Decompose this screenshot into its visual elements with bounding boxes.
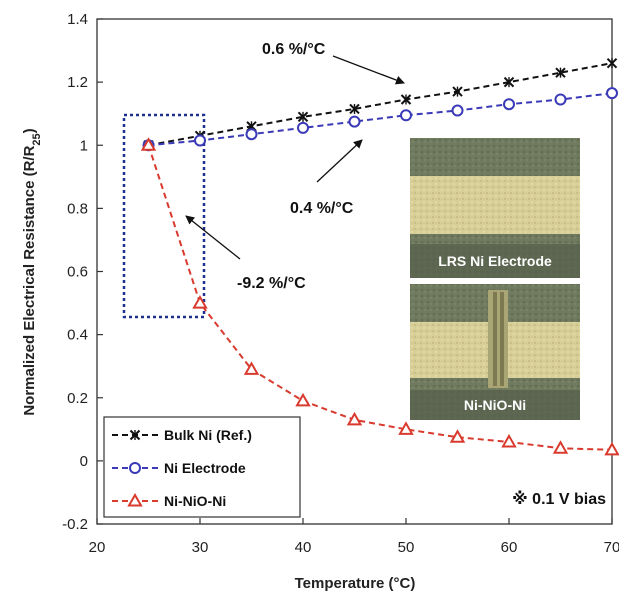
x-axis-ticks: 20 30 40 50 60 70 bbox=[89, 518, 619, 556]
data-point bbox=[606, 57, 618, 69]
data-point bbox=[348, 115, 361, 128]
legend-label: Ni Electrode bbox=[164, 460, 246, 476]
series-ni-nio-ni bbox=[140, 137, 619, 456]
x-tick-label: 20 bbox=[89, 539, 106, 556]
data-point bbox=[503, 98, 515, 111]
y-tick-label: 0.6 bbox=[67, 264, 88, 281]
series-line bbox=[148, 92, 613, 147]
data-point bbox=[452, 86, 463, 97]
data-point bbox=[245, 128, 258, 141]
y-tick-label: 0 bbox=[80, 453, 88, 470]
x-tick-label: 40 bbox=[295, 539, 312, 556]
legend-marker bbox=[129, 462, 141, 474]
data-point bbox=[501, 433, 517, 448]
data-point bbox=[400, 109, 412, 122]
data-point bbox=[554, 93, 567, 106]
data-point bbox=[503, 76, 515, 88]
inset-photo-lrs: LRS Ni Electrode bbox=[410, 138, 580, 278]
y-tick-label: 0.2 bbox=[67, 390, 88, 407]
legend-marker bbox=[127, 492, 143, 507]
inset-caption-lrs: LRS Ni Electrode bbox=[438, 253, 552, 269]
data-point bbox=[297, 121, 309, 134]
nio-slope-label: -9.2 %/°C bbox=[237, 275, 306, 292]
data-point bbox=[295, 392, 311, 407]
inset-caption-nio: Ni-NiO-Ni bbox=[464, 397, 526, 413]
y-tick-label: 0.8 bbox=[67, 200, 88, 217]
data-point bbox=[297, 111, 309, 123]
series-line bbox=[147, 144, 613, 451]
electrode-slope-arrow bbox=[316, 139, 363, 183]
series-bulk-ni-ref bbox=[143, 57, 618, 151]
data-point bbox=[140, 137, 157, 151]
x-tick-label: 60 bbox=[501, 539, 518, 556]
x-tick-label: 30 bbox=[192, 539, 209, 556]
data-point bbox=[606, 87, 618, 100]
y-axis-ticks: -0.2 0 0.2 0.4 0.6 0.8 1 1.2 1.4 bbox=[62, 11, 103, 533]
y-tick-label: 1.2 bbox=[67, 74, 88, 91]
electrode-slope-label: 0.4 %/°C bbox=[290, 200, 354, 217]
legend-marker bbox=[129, 429, 141, 441]
data-point bbox=[451, 104, 464, 117]
y-tick-label: -0.2 bbox=[62, 516, 88, 533]
data-point bbox=[400, 94, 412, 105]
y-tick-label: 1 bbox=[80, 137, 88, 154]
data-point bbox=[346, 411, 363, 426]
legend-label: Ni-NiO-Ni bbox=[164, 493, 226, 509]
data-point bbox=[349, 103, 360, 115]
bulk-slope-arrow bbox=[332, 55, 405, 85]
y-tick-label: 0.4 bbox=[67, 327, 88, 344]
x-tick-label: 70 bbox=[604, 539, 619, 556]
x-tick-label: 50 bbox=[398, 539, 415, 556]
y-tick-label: 1.4 bbox=[67, 11, 88, 28]
bias-note: ※ 0.1 V bias bbox=[512, 490, 606, 508]
data-point bbox=[555, 67, 566, 78]
legend-item: Bulk Ni (Ref.) bbox=[112, 427, 252, 443]
highlight-box bbox=[122, 113, 206, 319]
data-point bbox=[552, 440, 569, 454]
data-point bbox=[243, 361, 260, 375]
nio-slope-arrow bbox=[185, 215, 241, 260]
data-point bbox=[398, 421, 414, 435]
series-layer bbox=[140, 57, 619, 456]
data-point bbox=[194, 134, 206, 147]
legend-label: Bulk Ni (Ref.) bbox=[164, 427, 252, 443]
legend: Bulk Ni (Ref.) Ni Electrode Ni-NiO-Ni bbox=[103, 416, 301, 518]
bulk-slope-label: 0.6 %/°C bbox=[262, 41, 326, 58]
legend-item: Ni Electrode bbox=[112, 460, 246, 476]
x-axis-title: Temperature (°C) bbox=[295, 575, 416, 592]
series-line bbox=[148, 62, 613, 147]
data-point bbox=[604, 441, 619, 456]
y-axis-title: Normalized Electrical Resistance (R/R25) bbox=[21, 128, 43, 415]
inset-photo-nio: Ni-NiO-Ni bbox=[410, 284, 580, 420]
data-point bbox=[449, 429, 466, 443]
data-point bbox=[192, 295, 208, 309]
legend-item: Ni-NiO-Ni bbox=[112, 492, 226, 509]
